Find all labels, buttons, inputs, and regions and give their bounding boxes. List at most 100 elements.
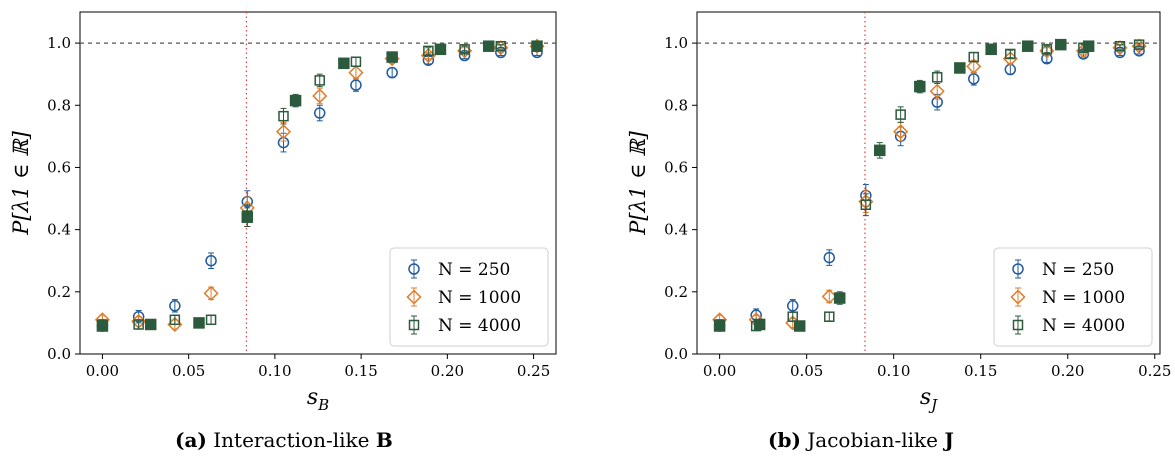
caption-a-tag: (a) bbox=[175, 428, 207, 452]
y-tick-label: 0.6 bbox=[664, 158, 688, 176]
y-tick-label: 0.8 bbox=[664, 96, 688, 114]
legend: N = 250 N = 1000 N = 4000 bbox=[993, 247, 1153, 347]
data-point bbox=[459, 44, 470, 55]
data-point bbox=[1055, 38, 1067, 51]
axes-frame bbox=[696, 11, 1161, 355]
data-point bbox=[144, 318, 157, 331]
data-point bbox=[169, 300, 181, 312]
x-tick-label: 0.25 bbox=[1138, 362, 1171, 380]
data-point bbox=[193, 317, 205, 329]
y-tick-label: 0.6 bbox=[47, 158, 71, 176]
x-axis-label: sJ bbox=[920, 385, 938, 414]
data-point bbox=[753, 318, 766, 331]
caption-b: (b) Jacobian-like J bbox=[768, 428, 954, 452]
data-point bbox=[338, 57, 350, 70]
data-point bbox=[931, 72, 943, 83]
data-point bbox=[133, 319, 144, 330]
data-point bbox=[314, 75, 325, 86]
legend-label: N = 4000 bbox=[438, 316, 521, 336]
caption-a-symbol: B bbox=[375, 428, 393, 452]
legend-label: N = 250 bbox=[438, 260, 510, 280]
chart-panel-a: 0.00 0.05 0.10 0.15 0.20 0.25 0.0 0.2 0.4 0.6 0.8 1… bbox=[9, 11, 557, 414]
data-point bbox=[1041, 44, 1053, 55]
x-tick-label: 0.10 bbox=[877, 362, 910, 380]
data-point bbox=[434, 43, 447, 56]
x-tick-label: 0.20 bbox=[431, 362, 464, 380]
data-point bbox=[985, 43, 997, 56]
legend-marker bbox=[408, 319, 420, 331]
legend: N = 250 N = 1000 N = 4000 bbox=[389, 247, 549, 347]
y-tick-label: 0.2 bbox=[47, 283, 71, 301]
x-tick-label: 0.15 bbox=[964, 362, 997, 380]
data-point bbox=[348, 65, 364, 81]
data-point bbox=[482, 40, 495, 52]
data-point bbox=[1133, 39, 1145, 50]
legend-label: N = 1000 bbox=[438, 288, 521, 308]
y-tick-label: 0.8 bbox=[47, 96, 71, 114]
data-point bbox=[289, 94, 302, 107]
figure: 0.00 0.05 0.10 0.15 0.20 0.25 0.0 0.2 0.4 0.6 0.8 1… bbox=[9, 11, 1171, 414]
data-point bbox=[203, 285, 219, 301]
x-tick-label: 0.15 bbox=[344, 362, 377, 380]
y-tick-label: 0.0 bbox=[664, 345, 688, 363]
data-point bbox=[275, 124, 292, 140]
data-point bbox=[278, 110, 289, 122]
series-3 bbox=[713, 38, 1095, 332]
y-tick-label: 1.0 bbox=[664, 34, 688, 52]
series-3 bbox=[96, 40, 543, 332]
x-axis-label-main: s bbox=[920, 385, 931, 410]
data-point bbox=[793, 320, 806, 332]
data-point bbox=[713, 320, 726, 332]
data-point bbox=[423, 45, 434, 57]
data-point bbox=[929, 83, 945, 99]
legend-label: N = 4000 bbox=[1042, 316, 1125, 336]
data-point bbox=[169, 314, 181, 326]
y-tick-label: 0.4 bbox=[47, 221, 71, 239]
data-point bbox=[893, 124, 909, 140]
caption-b-text: Jacobian-like bbox=[807, 428, 938, 452]
legend-frame bbox=[389, 247, 549, 347]
data-point bbox=[833, 292, 846, 304]
x-tick-label: 0.05 bbox=[790, 362, 823, 380]
data-point bbox=[824, 311, 835, 322]
axes-frame bbox=[79, 11, 557, 355]
x-axis-label-main: s bbox=[307, 385, 318, 410]
legend-label: N = 250 bbox=[1042, 260, 1114, 280]
legend-frame bbox=[993, 247, 1153, 347]
data-point bbox=[205, 314, 217, 326]
caption-a-text: Interaction-like bbox=[213, 428, 370, 452]
x-tick-label: 0.00 bbox=[86, 362, 119, 380]
data-point bbox=[786, 300, 799, 312]
x-tick-label: 0.20 bbox=[1051, 362, 1084, 380]
data-point bbox=[966, 58, 982, 74]
data-point bbox=[823, 251, 836, 264]
caption-b-tag: (b) bbox=[768, 428, 801, 452]
y-tick-label: 1.0 bbox=[47, 34, 71, 52]
data-point bbox=[874, 144, 886, 157]
data-point bbox=[1114, 40, 1126, 52]
legend-label: N = 1000 bbox=[1042, 288, 1125, 308]
x-axis-label: sB bbox=[307, 385, 329, 414]
series-2 bbox=[714, 39, 1145, 332]
data-point bbox=[386, 51, 398, 63]
data-point bbox=[386, 66, 398, 79]
x-axis-label-sub: J bbox=[928, 396, 938, 414]
x-tick-label: 0.25 bbox=[517, 362, 550, 380]
x-tick-label: 0.05 bbox=[172, 362, 205, 380]
x-axis-label-sub: B bbox=[317, 396, 329, 414]
data-point bbox=[96, 320, 109, 332]
x-tick-label: 0.10 bbox=[258, 362, 291, 380]
chart-panel-b: 0.00 0.05 0.10 0.15 0.20 0.25 0.0 0.2 0.4 0.6 0.8 1… bbox=[626, 11, 1171, 414]
data-point bbox=[1005, 48, 1016, 60]
data-point bbox=[821, 288, 837, 305]
y-axis-label: P[λ1 ∈ ℝ] bbox=[626, 130, 650, 235]
data-point bbox=[895, 109, 906, 120]
y-tick-label: 0.0 bbox=[47, 345, 71, 363]
data-point bbox=[1082, 40, 1095, 52]
data-point bbox=[968, 51, 980, 63]
data-point bbox=[312, 88, 328, 104]
data-point bbox=[860, 199, 872, 211]
data-point bbox=[914, 80, 926, 93]
data-point bbox=[495, 40, 507, 52]
y-tick-label: 0.2 bbox=[664, 283, 688, 301]
